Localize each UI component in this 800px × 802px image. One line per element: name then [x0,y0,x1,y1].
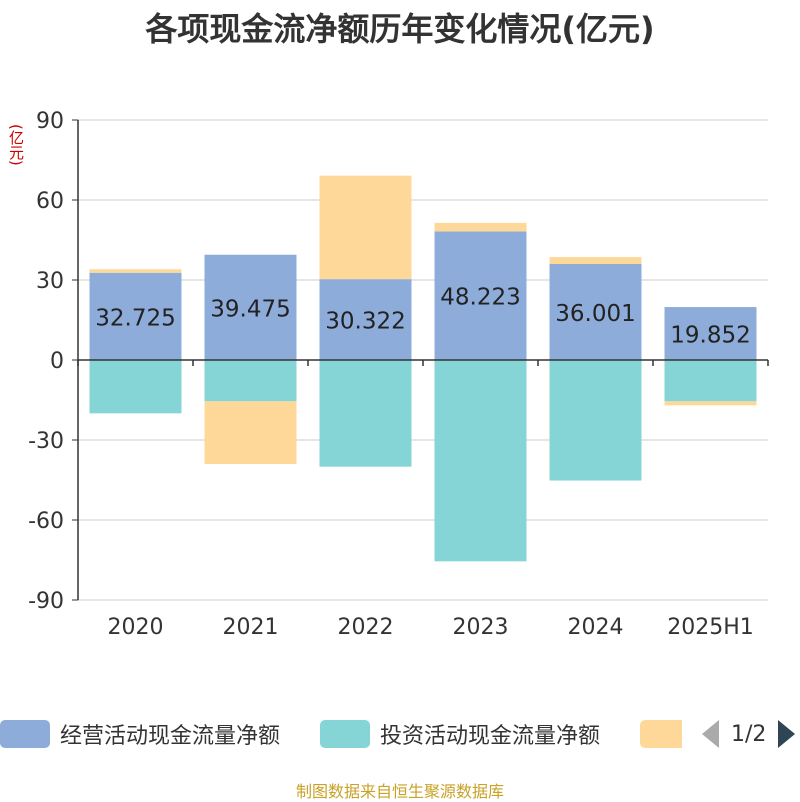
bar-investing [89,360,182,414]
bar-investing [664,360,757,402]
bar-investing [434,360,527,562]
bar-value-label: 39.475 [210,296,290,322]
bar-financing [319,175,412,280]
y-tick-label: 90 [36,109,64,134]
bar-financing [434,222,527,232]
bar-financing [204,401,297,464]
legend-page-indicator: 1/2 [731,721,767,747]
bar-investing [319,360,412,467]
y-axis-unit: (亿元) [7,124,25,166]
bar-value-label: 19.852 [670,323,750,349]
bar-value-label: 30.322 [325,309,405,335]
bar-operating [664,307,757,360]
bar-operating [434,231,527,360]
data-source-note: 制图数据来自恒生聚源数据库 [295,782,504,801]
legend-swatch [320,720,370,748]
x-tick-label: 2023 [453,615,509,640]
bar-chart: 90 60 30 0 -30 -60 -90 32.725 2020 39.475 2021 30.3… [28,109,769,640]
x-tick-label: 2024 [568,615,624,640]
x-tick-label: 2022 [338,615,394,640]
legend-next-page-icon[interactable] [778,720,796,748]
legend-item-investing[interactable]: 投资活动现金流量净额 [320,716,600,752]
legend-label: 经营活动现金流量净额 [60,724,281,749]
legend: 经营活动现金流量净额 投资活动现金流量净额 1/2 [0,716,800,752]
bar-operating [89,272,182,360]
legend-swatch [0,720,50,748]
y-tick-label: 60 [36,189,64,214]
bar-investing [549,360,642,481]
bar-value-label: 36.001 [555,301,635,327]
bar-value-label: 32.725 [95,305,175,331]
legend-label: 投资活动现金流量净额 [380,724,601,749]
y-tick-label: -90 [28,589,64,614]
bar-investing [204,360,297,402]
legend-pager: 1/2 [702,716,796,752]
x-tick-label: 2025H1 [667,615,754,640]
x-tick-label: 2021 [223,615,279,640]
bar-value-label: 48.223 [440,285,520,311]
legend-swatch [640,720,682,748]
x-tick-label: 2020 [108,615,164,640]
bar-financing [89,269,182,273]
legend-prev-page-icon[interactable] [702,720,719,748]
y-tick-label: 0 [50,349,64,374]
bar-operating [204,254,297,360]
legend-item-financing[interactable] [640,716,682,752]
y-tick-label: -60 [28,509,64,534]
y-tick-label: 30 [36,269,64,294]
y-tick-label: -30 [28,429,64,454]
bar-financing [664,401,757,406]
bar-operating [549,263,642,360]
bar-financing [549,257,642,264]
chart-title: 各项现金流净额历年变化情况(亿元) [145,10,655,48]
bar-operating [319,279,412,360]
legend-item-operating[interactable]: 经营活动现金流量净额 [0,716,280,752]
